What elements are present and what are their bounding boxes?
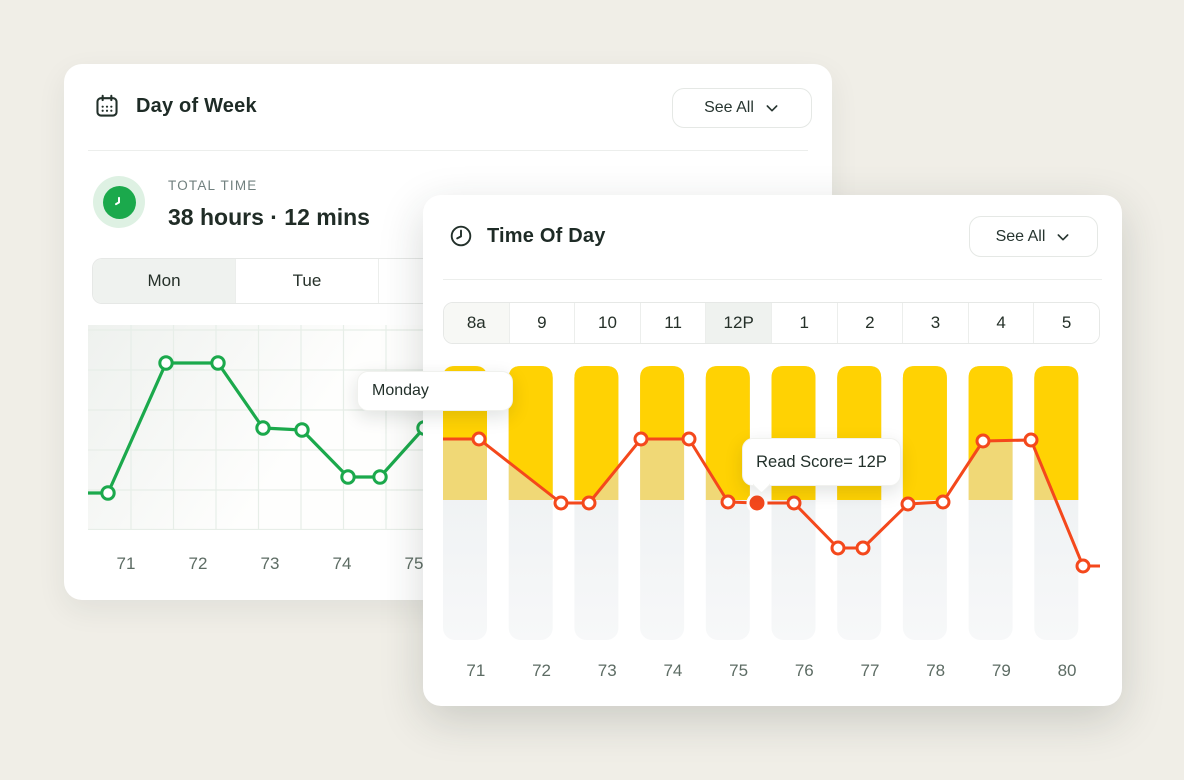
chevron-down-icon <box>764 100 780 116</box>
active-data-point-marker[interactable] <box>746 492 768 514</box>
data-point-marker[interactable] <box>681 431 697 447</box>
x-axis-label: 79 <box>991 661 1011 680</box>
x-axis-label: 71 <box>466 661 486 680</box>
data-point-marker[interactable] <box>158 355 174 371</box>
day-tabs: Mon Tue <box>92 258 489 304</box>
data-point-marker[interactable] <box>855 540 871 556</box>
x-axis-label: 74 <box>332 554 352 573</box>
data-point-marker[interactable] <box>210 355 226 371</box>
data-point-marker[interactable] <box>720 494 736 510</box>
x-axis-label: 71 <box>116 554 136 573</box>
time-chart-x-axis: 71 72 73 74 75 76 77 78 79 80 <box>443 661 1100 681</box>
data-point-marker[interactable] <box>935 494 951 510</box>
data-point-marker[interactable] <box>372 469 388 485</box>
day-tab-Tue[interactable]: Tue <box>236 259 379 303</box>
day-line-series <box>86 361 438 495</box>
data-point-marker[interactable] <box>100 485 116 501</box>
tooltip-text: Read Score= 12P <box>756 452 887 471</box>
data-point-marker[interactable] <box>581 495 597 511</box>
total-time-label: TOTAL TIME <box>168 178 258 193</box>
x-axis-label: 73 <box>597 661 617 680</box>
day-tab-Mon[interactable]: Mon <box>93 259 236 303</box>
day-chart-x-axis: 71 72 73 74 75 <box>90 554 450 574</box>
total-time-value: 38 hours · 12 mins <box>168 204 370 230</box>
day-of-week-chart <box>86 325 438 531</box>
tooltip-text: Monday <box>372 382 429 399</box>
x-axis-label: 73 <box>260 554 280 573</box>
total-time-badge <box>93 176 145 228</box>
time-tab-3[interactable]: 3 <box>903 303 969 343</box>
time-tab-10[interactable]: 10 <box>575 303 641 343</box>
time-tab-2[interactable]: 2 <box>837 303 904 343</box>
see-all-button-time[interactable]: See All <box>969 216 1098 257</box>
clock-filled-icon <box>102 185 136 219</box>
header-divider <box>88 150 808 151</box>
data-point-marker[interactable] <box>633 431 649 447</box>
data-point-marker[interactable] <box>340 469 356 485</box>
data-point-marker[interactable] <box>975 433 991 449</box>
data-point-marker[interactable] <box>786 495 802 511</box>
time-tab-12P[interactable]: 12P <box>706 303 772 343</box>
clock-outline-icon <box>449 224 473 248</box>
time-of-day-card: Time Of Day See All 8a 9 10 11 12P 1 2 3 4 5 71 72… <box>423 195 1122 706</box>
x-axis-label: 72 <box>532 661 551 680</box>
see-all-label: See All <box>704 99 754 116</box>
data-point-marker[interactable] <box>553 495 569 511</box>
see-all-button-day[interactable]: See All <box>672 88 812 128</box>
x-axis-label: 78 <box>926 661 946 680</box>
chevron-down-icon <box>1055 229 1071 245</box>
see-all-label: See All <box>995 227 1046 245</box>
header-divider <box>443 279 1102 280</box>
data-point-marker[interactable] <box>830 540 846 556</box>
data-point-marker[interactable] <box>900 496 916 512</box>
x-axis-label: 76 <box>794 661 814 680</box>
x-axis-label: 72 <box>188 554 208 573</box>
x-axis-label: 77 <box>860 661 880 680</box>
time-tab-9[interactable]: 9 <box>509 303 576 343</box>
time-tabs: 8a 9 10 11 12P 1 2 3 4 5 <box>443 302 1100 344</box>
page-title-time-of-day: Time Of Day <box>487 225 606 247</box>
time-tab-4[interactable]: 4 <box>968 303 1035 343</box>
time-tab-5[interactable]: 5 <box>1034 303 1099 343</box>
time-of-day-chart <box>441 366 1102 640</box>
data-point-marker[interactable] <box>471 431 487 447</box>
data-point-marker[interactable] <box>255 420 271 436</box>
day-chart-tooltip: Monday <box>357 371 513 411</box>
time-tab-11[interactable]: 11 <box>640 303 707 343</box>
data-point-marker[interactable] <box>294 422 310 438</box>
calendar-icon <box>94 93 120 119</box>
x-axis-label: 75 <box>404 554 424 573</box>
time-chart-tooltip: Read Score= 12P <box>742 438 901 494</box>
data-point-marker[interactable] <box>1023 432 1039 448</box>
time-tab-1[interactable]: 1 <box>771 303 838 343</box>
x-axis-label: 75 <box>729 661 749 680</box>
page-title-day-of-week: Day of Week <box>136 95 257 117</box>
x-axis-label: 74 <box>663 661 683 680</box>
time-tab-8a[interactable]: 8a <box>444 303 510 343</box>
data-point-marker[interactable] <box>1075 558 1091 574</box>
x-axis-label: 80 <box>1057 661 1077 680</box>
